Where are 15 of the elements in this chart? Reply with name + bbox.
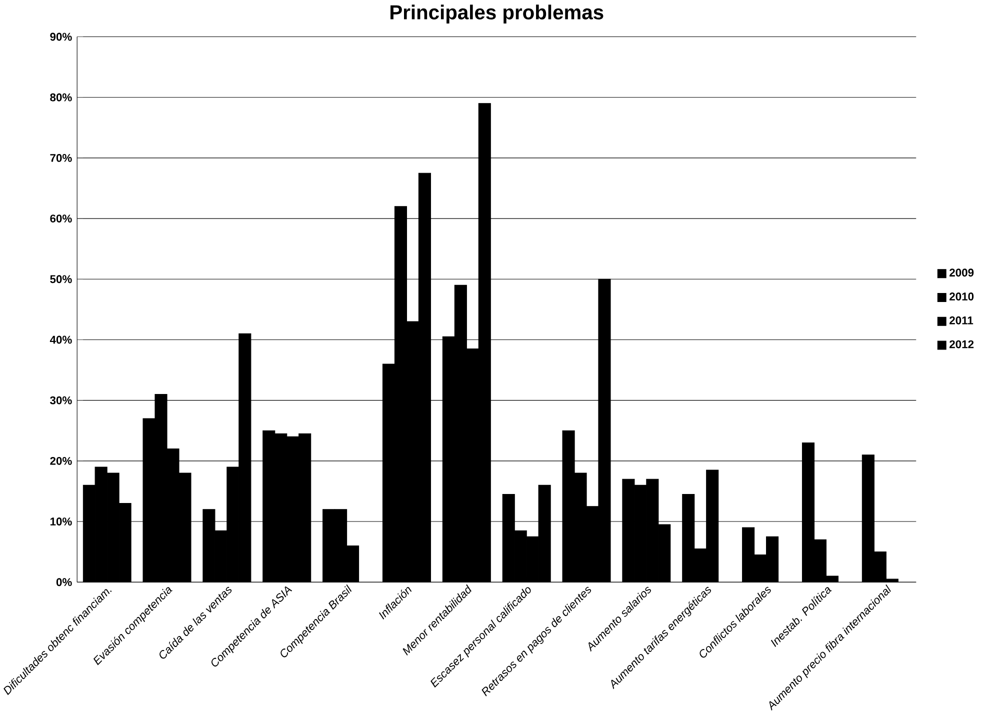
y-tick-label: 20% xyxy=(50,457,72,465)
y-tick-label: 60% xyxy=(50,214,72,223)
legend-label: 2009 xyxy=(950,268,974,277)
legend-label: 2010 xyxy=(950,292,974,301)
y-tick-label: 40% xyxy=(50,336,72,344)
y-tick-label: 70% xyxy=(50,154,72,162)
y-tick-label: 80% xyxy=(50,93,72,102)
chart-title: Principales problemas xyxy=(390,4,604,24)
y-tick-label: 90% xyxy=(50,32,72,41)
y-tick-label: 30% xyxy=(50,396,72,404)
y-tick-label: 0% xyxy=(56,578,72,586)
legend-label: 2012 xyxy=(950,340,974,348)
y-tick-label: 50% xyxy=(50,275,72,284)
y-tick-label: 10% xyxy=(50,518,72,526)
legend-label: 2011 xyxy=(950,316,974,324)
